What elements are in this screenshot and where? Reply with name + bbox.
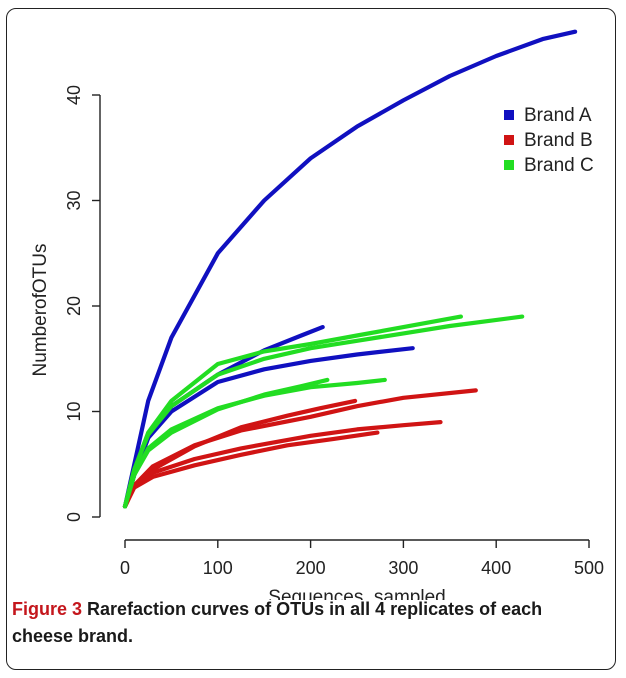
legend-label: Brand C [524, 155, 594, 176]
series-line-11 [122, 377, 330, 509]
series-line-6 [122, 420, 443, 509]
x-tick-label: 500 [574, 558, 604, 578]
series-line-7 [122, 430, 380, 509]
y-tick-label: 20 [64, 296, 84, 316]
y-tick-label: 40 [64, 85, 84, 105]
series-line-9 [122, 314, 525, 509]
x-tick-label: 300 [388, 558, 418, 578]
legend-label: Brand A [524, 105, 592, 126]
figure-frame [6, 8, 616, 670]
legend-swatch [504, 135, 514, 145]
x-tick-label: 0 [120, 558, 130, 578]
legend-swatch [504, 110, 514, 120]
series-line-8 [122, 314, 463, 509]
x-tick-label: 100 [203, 558, 233, 578]
rarefaction-chart: 0 100 200 300 400 500 Sequences_sampled 0 10 20 30… [30, 29, 604, 600]
x-axis-label: Sequences_sampled [268, 587, 445, 600]
y-tick-label: 10 [64, 401, 84, 421]
legend-label: Brand B [524, 130, 593, 151]
y-tick-label: 0 [64, 512, 84, 522]
figure-label: Figure 3 [12, 599, 83, 619]
x-tick-label: 200 [296, 558, 326, 578]
y-axis-label: NumberofOTUs [30, 243, 51, 376]
x-tick-label: 400 [481, 558, 511, 578]
y-tick-label: 30 [64, 190, 84, 210]
legend-swatch [504, 160, 514, 170]
figure-caption: Figure 3 Rarefaction curves of OTUs in a… [12, 596, 602, 650]
caption-text: Rarefaction curves of OTUs in all 4 repl… [12, 599, 543, 646]
series-line-1 [122, 29, 578, 509]
